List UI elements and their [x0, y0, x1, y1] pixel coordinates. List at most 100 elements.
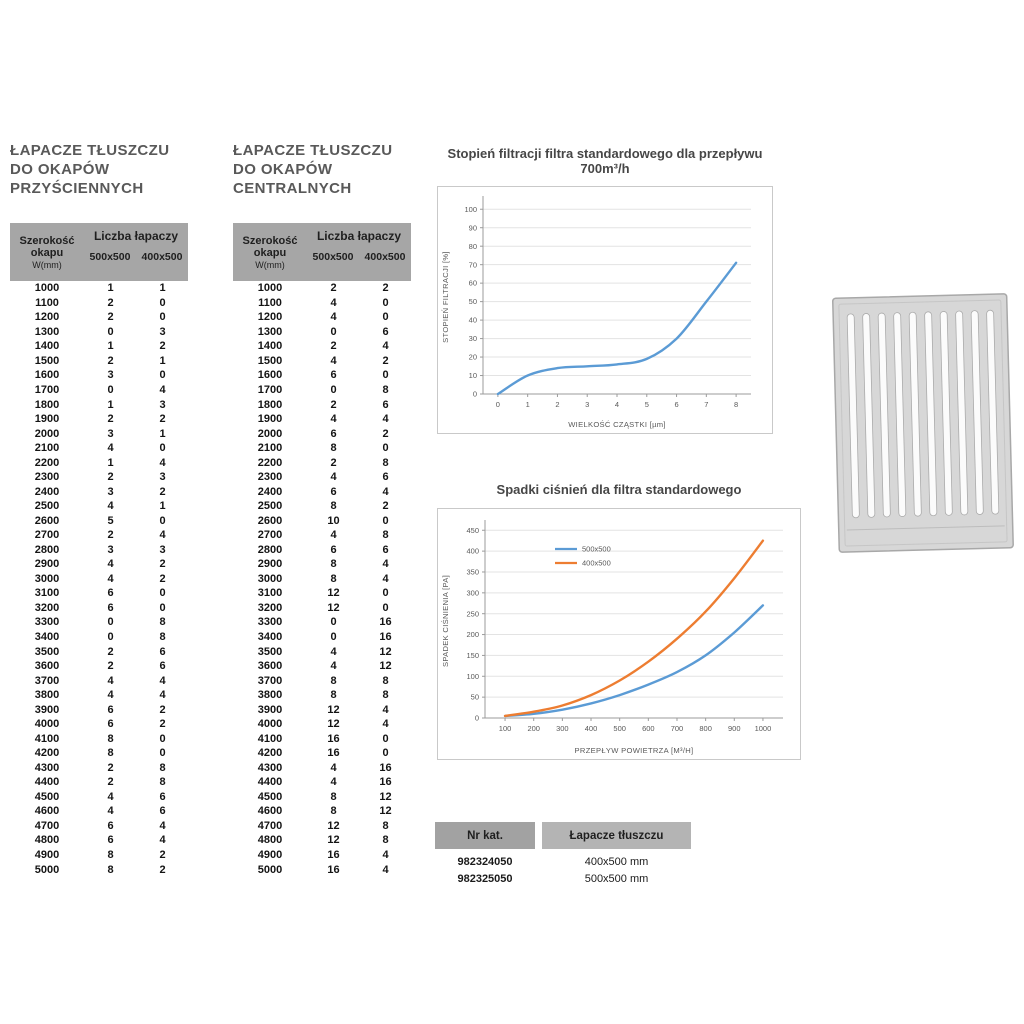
trap-count-cell: 2	[159, 558, 166, 571]
trap-count-cell: 6	[330, 427, 337, 440]
trap-count-cell: 0	[330, 325, 337, 338]
catalog-number-header: Nr kat.	[435, 822, 535, 849]
trap-count-cell: 4	[107, 442, 114, 455]
catalog-number-table: Nr kat. Łapacze tłuszczu 982324050 400x50…	[435, 822, 691, 887]
wall-table-block: ŁAPACZE TŁUSZCZU DO OKAPÓW PRZYŚCIENNYCH…	[10, 141, 188, 877]
trap-count-cell: 4	[107, 674, 114, 687]
trap-count-cell: 1	[107, 456, 114, 469]
svg-text:900: 900	[728, 724, 741, 733]
table-row: 4100 8 0	[10, 731, 188, 746]
trap-count-cell: 3	[159, 325, 166, 338]
trap-count-cell: 0	[107, 383, 114, 396]
hood-width-cell: 2800	[34, 543, 60, 556]
trap-count-cell: 6	[382, 398, 389, 411]
trap-count-cell: 3	[107, 543, 114, 556]
trap-count-cell: 6	[159, 790, 166, 803]
trap-count-cell: 0	[107, 325, 114, 338]
trap-count-cell: 2	[159, 718, 166, 731]
table-row: 4900 16 4	[233, 848, 411, 863]
trap-count-cell: 4	[382, 718, 389, 731]
hood-width-cell: 4500	[34, 790, 60, 803]
table-row: 1700 0 4	[10, 383, 188, 398]
catalog-number-cell: 982324050	[457, 855, 513, 868]
table-row: 3900 12 4	[233, 702, 411, 717]
hood-width-cell: 1000	[257, 282, 283, 295]
hood-width-cell: 2700	[257, 529, 283, 542]
trap-count-cell: 4	[382, 572, 389, 585]
header-unit: W(mm)	[32, 259, 62, 270]
table-row: 3800 4 4	[10, 688, 188, 703]
hood-width-cell: 4500	[257, 790, 283, 803]
hood-width-cell: 2800	[257, 543, 283, 556]
hood-width-cell: 4800	[34, 834, 60, 847]
title-line: DO OKAPÓW	[233, 161, 333, 178]
catalog-number-cell: 982325050	[457, 872, 513, 885]
hood-width-cell: 1200	[34, 311, 60, 324]
svg-text:4: 4	[615, 400, 619, 409]
table-row: 1000 1 1	[10, 281, 188, 296]
trap-count-cell: 2	[382, 500, 389, 513]
svg-text:70: 70	[469, 260, 477, 269]
trap-count-cell: 0	[382, 369, 389, 382]
svg-text:0: 0	[473, 390, 477, 399]
hood-width-cell: 3800	[257, 689, 283, 702]
trap-count-cell: 5	[107, 514, 114, 527]
table-row: 3000 4 2	[10, 572, 188, 587]
table-row: 3000 8 4	[233, 572, 411, 587]
size-400x500-header: 400x500	[364, 251, 406, 263]
filtration-efficiency-chart: 0 10 20 30 40 50 60 70 80 90 100 0 1 2 3 4 5 6 7 8 WIELKOŚĆ …	[437, 186, 773, 434]
table-row: 2700 4 8	[233, 528, 411, 543]
trap-count-cell: 2	[330, 398, 337, 411]
table-row: 2200 1 4	[10, 455, 188, 470]
trap-count-cell: 2	[159, 413, 166, 426]
trap-count-cell: 4	[107, 689, 114, 702]
svg-text:500x500: 500x500	[582, 545, 611, 554]
trap-count-cell: 2	[159, 572, 166, 585]
central-table-header: Szerokość okapu W(mm) Liczba łapaczy 500…	[233, 223, 411, 281]
hood-width-cell: 2700	[34, 529, 60, 542]
svg-text:7: 7	[704, 400, 708, 409]
trap-count-cell: 8	[330, 572, 337, 585]
table-row: 2900 8 4	[233, 557, 411, 572]
hood-width-cell: 3700	[34, 674, 60, 687]
title-line: CENTRALNYCH	[233, 180, 352, 197]
central-table-block: ŁAPACZE TŁUSZCZU DO OKAPÓW CENTRALNYCH S…	[233, 141, 411, 877]
trap-count-cell: 8	[159, 761, 166, 774]
trap-count-cell: 4	[382, 703, 389, 716]
grease-traps-header: Łapacze tłuszczu	[542, 822, 691, 849]
table-row: 2400 3 2	[10, 484, 188, 499]
trap-count-cell: 4	[159, 689, 166, 702]
hood-width-cell: 3100	[257, 587, 283, 600]
table-row: 3300 0 16	[233, 615, 411, 630]
header-unit: W(mm)	[255, 259, 285, 270]
title-line: DO OKAPÓW	[10, 161, 110, 178]
table-row: 3300 0 8	[10, 615, 188, 630]
trap-count-cell: 12	[327, 834, 340, 847]
table-row: 4100 16 0	[233, 731, 411, 746]
trap-count-cell: 8	[159, 631, 166, 644]
table-row: 3500 4 12	[233, 644, 411, 659]
trap-count-cell: 0	[107, 616, 114, 629]
table-row: 4700 6 4	[10, 819, 188, 834]
trap-count-cell: 12	[379, 660, 392, 673]
hood-width-cell: 3300	[257, 616, 283, 629]
trap-count-cell: 4	[159, 456, 166, 469]
hood-width-cell: 4100	[34, 732, 60, 745]
svg-text:400: 400	[466, 547, 479, 556]
filtration-chart-title: Stopień filtracji filtra standardowego d…	[447, 146, 763, 176]
svg-text:250: 250	[466, 609, 479, 618]
table-row: 4900 8 2	[10, 848, 188, 863]
hood-width-cell: 2000	[34, 427, 60, 440]
trap-count-cell: 0	[159, 587, 166, 600]
svg-text:200: 200	[527, 724, 540, 733]
hood-width-cell: 3200	[257, 601, 283, 614]
trap-count-cell: 4	[330, 761, 337, 774]
trap-count-cell: 0	[382, 732, 389, 745]
trap-count-cell: 6	[382, 471, 389, 484]
trap-count-cell: 1	[107, 340, 114, 353]
hood-width-cell: 4000	[34, 718, 60, 731]
hood-width-cell: 1500	[257, 354, 283, 367]
table-row: 1800 2 6	[233, 397, 411, 412]
hood-width-cell: 2600	[34, 514, 60, 527]
hood-width-cell: 4200	[34, 747, 60, 760]
